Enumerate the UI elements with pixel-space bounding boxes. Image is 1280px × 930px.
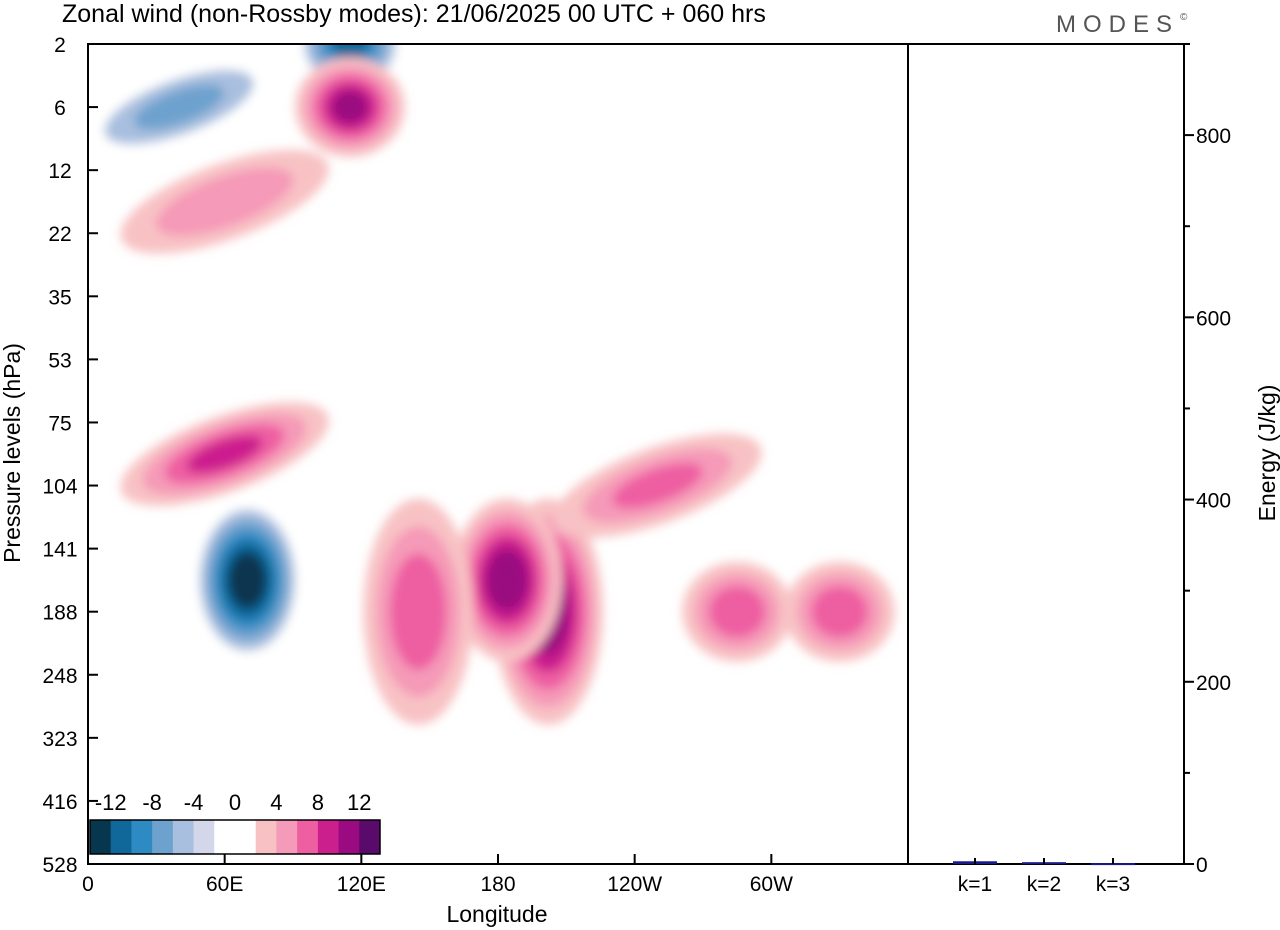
x-axis-label: Longitude — [446, 901, 547, 927]
energy-tick-label: 200 — [1196, 672, 1231, 695]
colorbar-swatch — [152, 820, 174, 854]
y-tick-label: 53 — [48, 349, 71, 372]
colorbar-frame — [89, 819, 381, 855]
y-tick-label: 75 — [48, 412, 71, 435]
y-tick-label: 12 — [48, 160, 71, 183]
colorbar-swatch — [338, 820, 360, 854]
y-tick-label: 104 — [42, 476, 77, 499]
colorbar-swatch — [235, 820, 257, 854]
contour-mark — [133, 84, 225, 130]
colorbar-swatch — [359, 820, 381, 854]
colorbar-label: -12 — [95, 790, 127, 815]
y-axis-label: Pressure levels (hPa) — [0, 343, 25, 563]
contour-mark — [396, 567, 440, 657]
colorbar-swatch — [255, 820, 277, 854]
y-tick-label: 2 — [54, 34, 66, 57]
colorbar-swatch — [131, 820, 153, 854]
colorbar-swatch — [276, 820, 298, 854]
y-tick-label: 22 — [48, 223, 71, 246]
energy-category-label: k=3 — [1096, 873, 1130, 896]
energy-tick-label: 400 — [1196, 490, 1231, 513]
colorbar-swatch — [90, 820, 112, 854]
x-tick-label: 120W — [607, 873, 662, 896]
colorbar-swatch — [193, 820, 215, 854]
colorbar-swatch — [110, 820, 132, 854]
y-tick-label: 248 — [42, 665, 77, 688]
energy-axis-label: Energy (J/kg) — [1254, 385, 1280, 522]
y-tick-label: 416 — [42, 791, 77, 814]
energy-frame — [907, 43, 1185, 865]
y-tick-label: 141 — [42, 539, 77, 562]
colorbar-label: 8 — [312, 790, 324, 815]
energy-category-label: k=2 — [1027, 873, 1061, 896]
y-tick-label: 35 — [48, 286, 71, 309]
colorbar-label: -8 — [142, 790, 162, 815]
colorbar-label: -4 — [184, 790, 204, 815]
colorbar-swatch — [297, 820, 319, 854]
contour-mark — [612, 463, 703, 509]
contour-mark — [232, 557, 263, 604]
contour-mark — [332, 91, 368, 124]
contour-mark — [715, 592, 759, 632]
x-tick-label: 0 — [82, 873, 94, 896]
y-tick-label: 323 — [42, 728, 77, 751]
y-tick-label: 6 — [54, 97, 66, 120]
x-tick-label: 60W — [750, 873, 793, 896]
chart-title: Zonal wind (non-Rossby modes): 21/06/202… — [62, 0, 766, 28]
contour-mark — [818, 592, 862, 632]
brand-logo: MODES — [1056, 11, 1179, 38]
y-tick-label: 188 — [42, 602, 77, 625]
contour-mark — [173, 176, 276, 228]
energy-category-label: k=1 — [958, 873, 992, 896]
colorbar-label: 4 — [270, 790, 282, 815]
colorbar-swatch — [214, 820, 236, 854]
x-tick-label: 180 — [480, 873, 515, 896]
contour-blobs — [88, 44, 895, 725]
x-tick-label: 120E — [337, 873, 386, 896]
energy-tick-label: 0 — [1196, 854, 1208, 877]
contour-mark — [186, 435, 263, 473]
colorbar-label: 12 — [347, 790, 371, 815]
contour-mark — [490, 555, 524, 605]
contour-mark — [332, 44, 368, 60]
contour-field — [88, 44, 908, 864]
colorbar-label: 0 — [229, 790, 241, 815]
colorbar-swatch — [317, 820, 340, 854]
energy-bar — [1091, 863, 1135, 866]
energy-tick-label: 600 — [1196, 307, 1231, 330]
colorbar-legend: -12 -8 -4 0 4 8 12 — [89, 790, 381, 855]
brand-mark: © — [1180, 12, 1188, 23]
colorbar-swatch — [172, 820, 195, 854]
energy-tick-label: 800 — [1196, 125, 1231, 148]
energy-bars: k=1 k=2 k=3 — [953, 858, 1135, 896]
x-tick-label: 60E — [206, 873, 243, 896]
y-tick-label: 528 — [42, 854, 77, 877]
